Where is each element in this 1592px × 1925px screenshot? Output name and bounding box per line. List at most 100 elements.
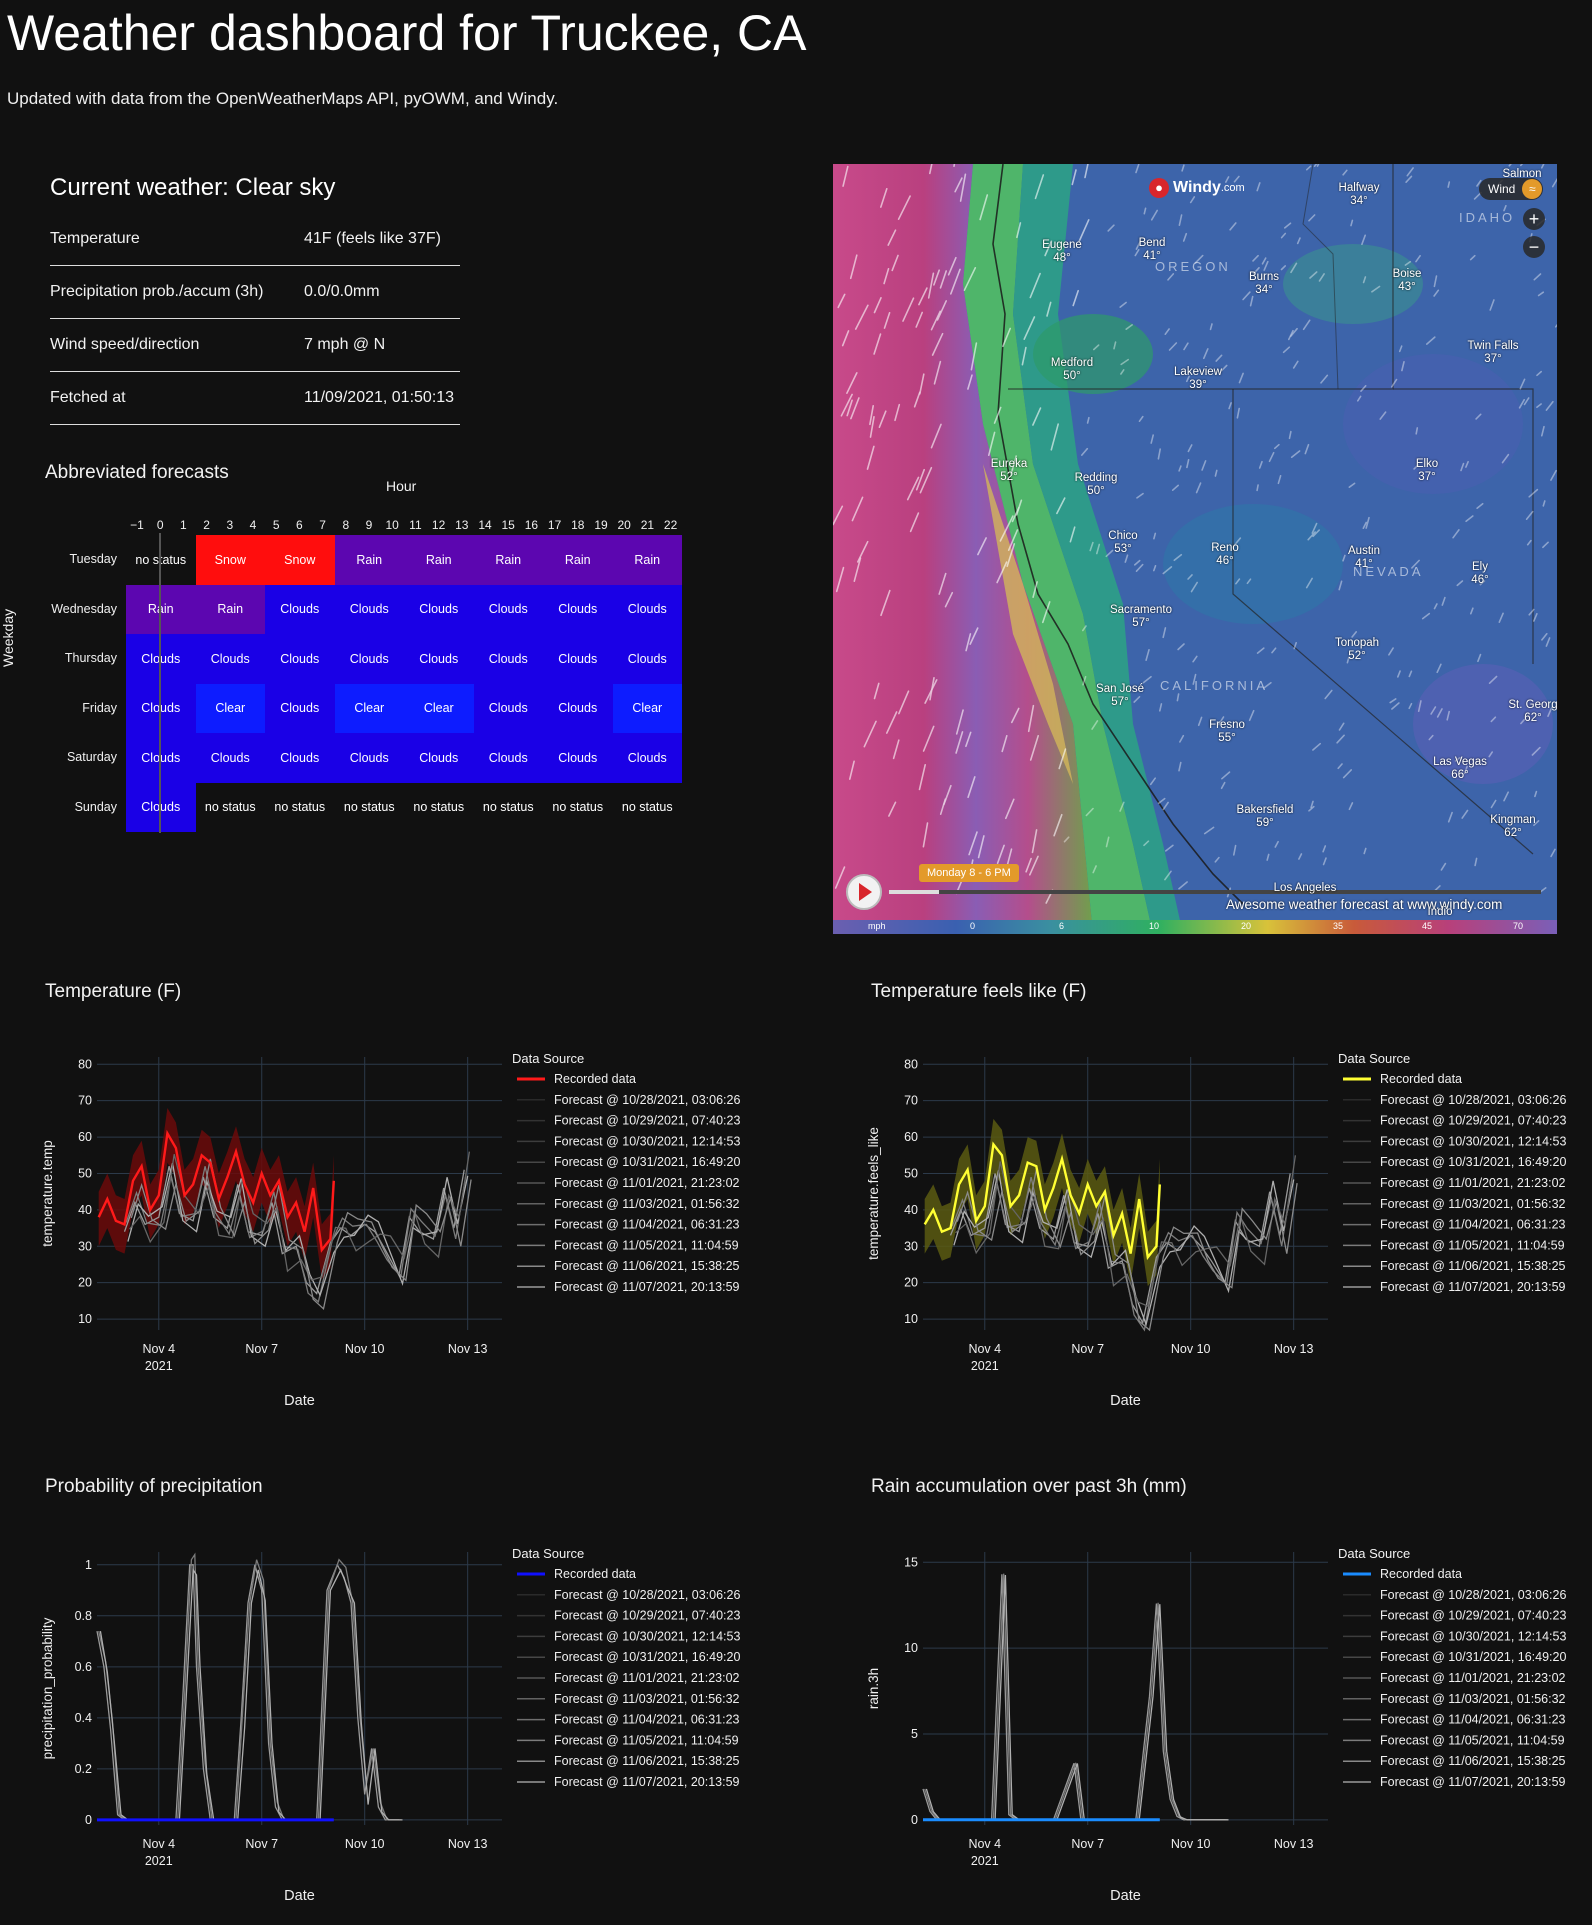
legend-entry[interactable]: Forecast @ 11/03/2021, 01:56:32 (554, 1197, 740, 1211)
zoom-in-button[interactable]: + (1523, 208, 1545, 230)
legend-entry[interactable]: Forecast @ 11/01/2021, 21:23:02 (1380, 1176, 1566, 1190)
windy-promo[interactable]: Awesome weather forecast at www.windy.co… (1226, 897, 1503, 912)
legend-entry[interactable]: Forecast @ 11/06/2021, 15:38:25 (554, 1259, 740, 1273)
legend-entry[interactable]: Forecast @ 11/01/2021, 21:23:02 (554, 1176, 740, 1190)
legend-entry[interactable]: Forecast @ 10/29/2021, 07:40:23 (554, 1114, 740, 1128)
legend-entry[interactable]: Forecast @ 11/04/2021, 06:31:23 (554, 1713, 740, 1727)
windy-logo[interactable]: ● Windy .com (1149, 178, 1245, 198)
map-city-temp: 46° (1216, 555, 1234, 567)
legend-entry[interactable]: Forecast @ 10/28/2021, 03:06:26 (554, 1588, 740, 1602)
wind-streak (1157, 797, 1166, 805)
legend-entry[interactable]: Forecast @ 11/06/2021, 15:38:25 (554, 1754, 740, 1768)
wind-streak (1187, 444, 1193, 453)
legend-entry[interactable]: Forecast @ 10/30/2021, 12:14:53 (1380, 1134, 1566, 1148)
legend-entry[interactable]: Forecast @ 11/06/2021, 15:38:25 (1380, 1754, 1566, 1768)
legend-entry[interactable]: Forecast @ 11/03/2021, 01:56:32 (1380, 1197, 1566, 1211)
legend-entry[interactable]: Forecast @ 10/28/2021, 03:06:26 (1380, 1093, 1566, 1107)
legend-entry[interactable]: Forecast @ 11/06/2021, 15:38:25 (1380, 1259, 1566, 1273)
wind-streak (1282, 346, 1291, 354)
x-axis-title: Date (1110, 1888, 1141, 1904)
legend-entry[interactable]: Forecast @ 11/05/2021, 11:04:59 (1380, 1238, 1565, 1252)
heatmap-day-label: Saturday (66, 750, 117, 764)
wind-streak (1006, 543, 1016, 568)
wind-streak (1056, 497, 1066, 515)
wind-streak (1307, 531, 1316, 541)
chart-title: Rain accumulation over past 3h (mm) (871, 1476, 1187, 1497)
legend-entry[interactable]: Forecast @ 11/07/2021, 20:13:59 (1380, 1280, 1566, 1294)
wind-streak (856, 540, 869, 563)
wind-streak (869, 416, 875, 438)
y-tick-label: 40 (904, 1203, 918, 1217)
map-city-temp: 50° (1063, 370, 1081, 382)
legend-entry[interactable]: Forecast @ 10/29/2021, 07:40:23 (554, 1609, 740, 1623)
wind-streak (965, 633, 972, 652)
wind-streak (1532, 612, 1538, 622)
chart-title: Temperature (F) (45, 981, 181, 1002)
wind-streak (1266, 853, 1270, 861)
map-city-temp: 46° (1471, 574, 1489, 586)
heatmap-hour-tick: 6 (296, 518, 303, 532)
map-city-name: Redding (1074, 472, 1118, 484)
legend-entry[interactable]: Forecast @ 11/01/2021, 21:23:02 (554, 1671, 740, 1685)
legend-entry[interactable]: Forecast @ 10/31/2021, 16:49:20 (1380, 1650, 1566, 1664)
wind-streak (1539, 887, 1547, 893)
legend-entry[interactable]: Forecast @ 10/29/2021, 07:40:23 (1380, 1114, 1566, 1128)
map-region-label: NEVADA (1353, 564, 1424, 579)
wind-streak (1256, 647, 1265, 654)
legend-entry[interactable]: Recorded data (554, 1567, 636, 1581)
wind-streak (1252, 254, 1259, 262)
legend-entry[interactable]: Forecast @ 10/29/2021, 07:40:23 (1380, 1609, 1566, 1623)
layer-button[interactable]: Wind ≈ (1479, 178, 1544, 200)
legend-entry[interactable]: Recorded data (554, 1072, 636, 1086)
wind-streak (939, 270, 947, 289)
legend-entry[interactable]: Forecast @ 11/05/2021, 11:04:59 (554, 1238, 739, 1252)
wind-streak (1178, 465, 1182, 472)
wind-streak (1503, 791, 1510, 802)
wind-streak (1143, 207, 1147, 215)
legend-entry[interactable]: Forecast @ 11/07/2021, 20:13:59 (554, 1280, 740, 1294)
legend-entry[interactable]: Forecast @ 10/28/2021, 03:06:26 (554, 1093, 740, 1107)
time-label[interactable]: Monday 8 - 6 PM (919, 864, 1019, 882)
current-weather-row: Precipitation prob./accum (3h) 0.0/0.0mm (50, 265, 460, 319)
zoom-out-button[interactable]: − (1523, 236, 1545, 258)
y-tick-label: 70 (78, 1094, 92, 1108)
legend-entry[interactable]: Forecast @ 10/31/2021, 16:49:20 (554, 1155, 740, 1169)
map-city-temp: 43° (1398, 281, 1416, 293)
legend-entry[interactable]: Forecast @ 11/03/2021, 01:56:32 (554, 1692, 740, 1706)
wind-streak (1436, 708, 1443, 718)
legend-entry[interactable]: Forecast @ 10/30/2021, 12:14:53 (554, 1134, 740, 1148)
legend-entry[interactable]: Forecast @ 11/07/2021, 20:13:59 (554, 1775, 740, 1789)
heatmap-hour-tick: 10 (385, 518, 399, 532)
legend-entry[interactable]: Forecast @ 10/31/2021, 16:49:20 (1380, 1155, 1566, 1169)
wind-streak (1280, 232, 1287, 239)
scale-tick: 70 (1513, 921, 1524, 931)
wind-streak (1053, 813, 1063, 837)
heatmap-cell: Clouds (404, 584, 474, 634)
legend-entry[interactable]: Forecast @ 11/05/2021, 11:04:59 (1380, 1733, 1565, 1747)
legend-entry[interactable]: Forecast @ 11/05/2021, 11:04:59 (554, 1733, 739, 1747)
legend-entry[interactable]: Forecast @ 11/04/2021, 06:31:23 (1380, 1218, 1566, 1232)
legend-entry[interactable]: Forecast @ 10/28/2021, 03:06:26 (1380, 1588, 1566, 1602)
legend-entry[interactable]: Forecast @ 11/03/2021, 01:56:32 (1380, 1692, 1566, 1706)
legend-entry[interactable]: Forecast @ 10/30/2021, 12:14:53 (1380, 1629, 1566, 1643)
windy-map[interactable]: ● Windy .com Wind ≈ + − Monday 8 - 6 PM … (833, 164, 1557, 934)
legend-entry[interactable]: Forecast @ 10/30/2021, 12:14:53 (554, 1629, 740, 1643)
page-title: Weather dashboard for Truckee, CA (7, 5, 807, 61)
wind-streak (1032, 581, 1038, 599)
legend-entry[interactable]: Forecast @ 10/31/2021, 16:49:20 (554, 1650, 740, 1664)
wind-streak (885, 711, 898, 734)
legend-entry[interactable]: Forecast @ 11/04/2021, 06:31:23 (1380, 1713, 1566, 1727)
play-button[interactable] (846, 874, 882, 910)
legend-entry[interactable]: Recorded data (1380, 1072, 1462, 1086)
legend-entry[interactable]: Forecast @ 11/01/2021, 21:23:02 (1380, 1671, 1566, 1685)
legend-entry[interactable]: Forecast @ 11/04/2021, 06:31:23 (554, 1218, 740, 1232)
wind-streak (1363, 847, 1367, 855)
wind-streak (939, 798, 947, 816)
wind-streak (1362, 521, 1368, 530)
wind-streak (1209, 323, 1213, 331)
legend-entry[interactable]: Forecast @ 11/07/2021, 20:13:59 (1380, 1775, 1566, 1789)
wind-streak (944, 591, 954, 608)
legend-entry[interactable]: Recorded data (1380, 1567, 1462, 1581)
heatmap-cell: Clouds (265, 683, 335, 733)
wind-streak (1183, 342, 1189, 351)
